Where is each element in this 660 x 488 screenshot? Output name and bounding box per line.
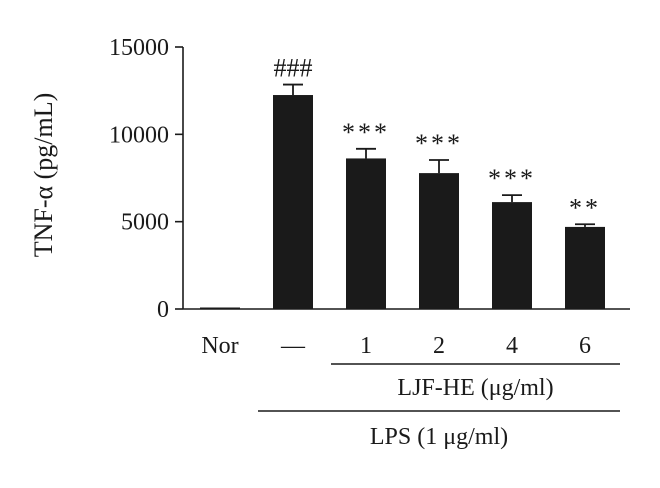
x-tick-label: 4: [506, 333, 518, 359]
y-axis: 0 5000 10000 15000: [109, 35, 184, 323]
y-axis-title: TNF-α (pg/mL): [29, 93, 58, 258]
bar: [419, 173, 459, 309]
significance-label: ***: [415, 129, 463, 158]
y-tick-label: 15000: [109, 35, 169, 61]
group-brackets: LJF-HE (μg/ml) LPS (1 μg/ml): [258, 363, 620, 450]
group-label: LJF-HE (μg/ml): [397, 375, 553, 401]
bar: [565, 226, 605, 309]
significance-label: ***: [488, 164, 536, 193]
y-tick-label: 5000: [121, 210, 169, 236]
x-tick-label: —: [280, 333, 306, 359]
significance-label: ###: [274, 54, 313, 83]
y-tick-label: 0: [157, 297, 169, 323]
bar: [200, 307, 240, 309]
y-tick-label: 10000: [109, 122, 169, 148]
group-label: LPS (1 μg/ml): [370, 424, 508, 450]
bar: [492, 202, 532, 309]
x-tick-label: Nor: [201, 333, 238, 359]
significance-label: **: [569, 193, 601, 222]
bar: [346, 158, 386, 309]
bar: [273, 95, 313, 310]
y-axis-label: TNF-α (pg/mL): [29, 93, 58, 258]
bars: ###*** ********: [200, 54, 605, 310]
significance-label: ***: [342, 118, 390, 147]
x-tick-label: 2: [433, 333, 445, 359]
x-tick-label: 1: [360, 333, 372, 359]
x-tick-label: 6: [579, 333, 591, 359]
x-axis: Nor — 1 2 4 6: [183, 308, 630, 359]
